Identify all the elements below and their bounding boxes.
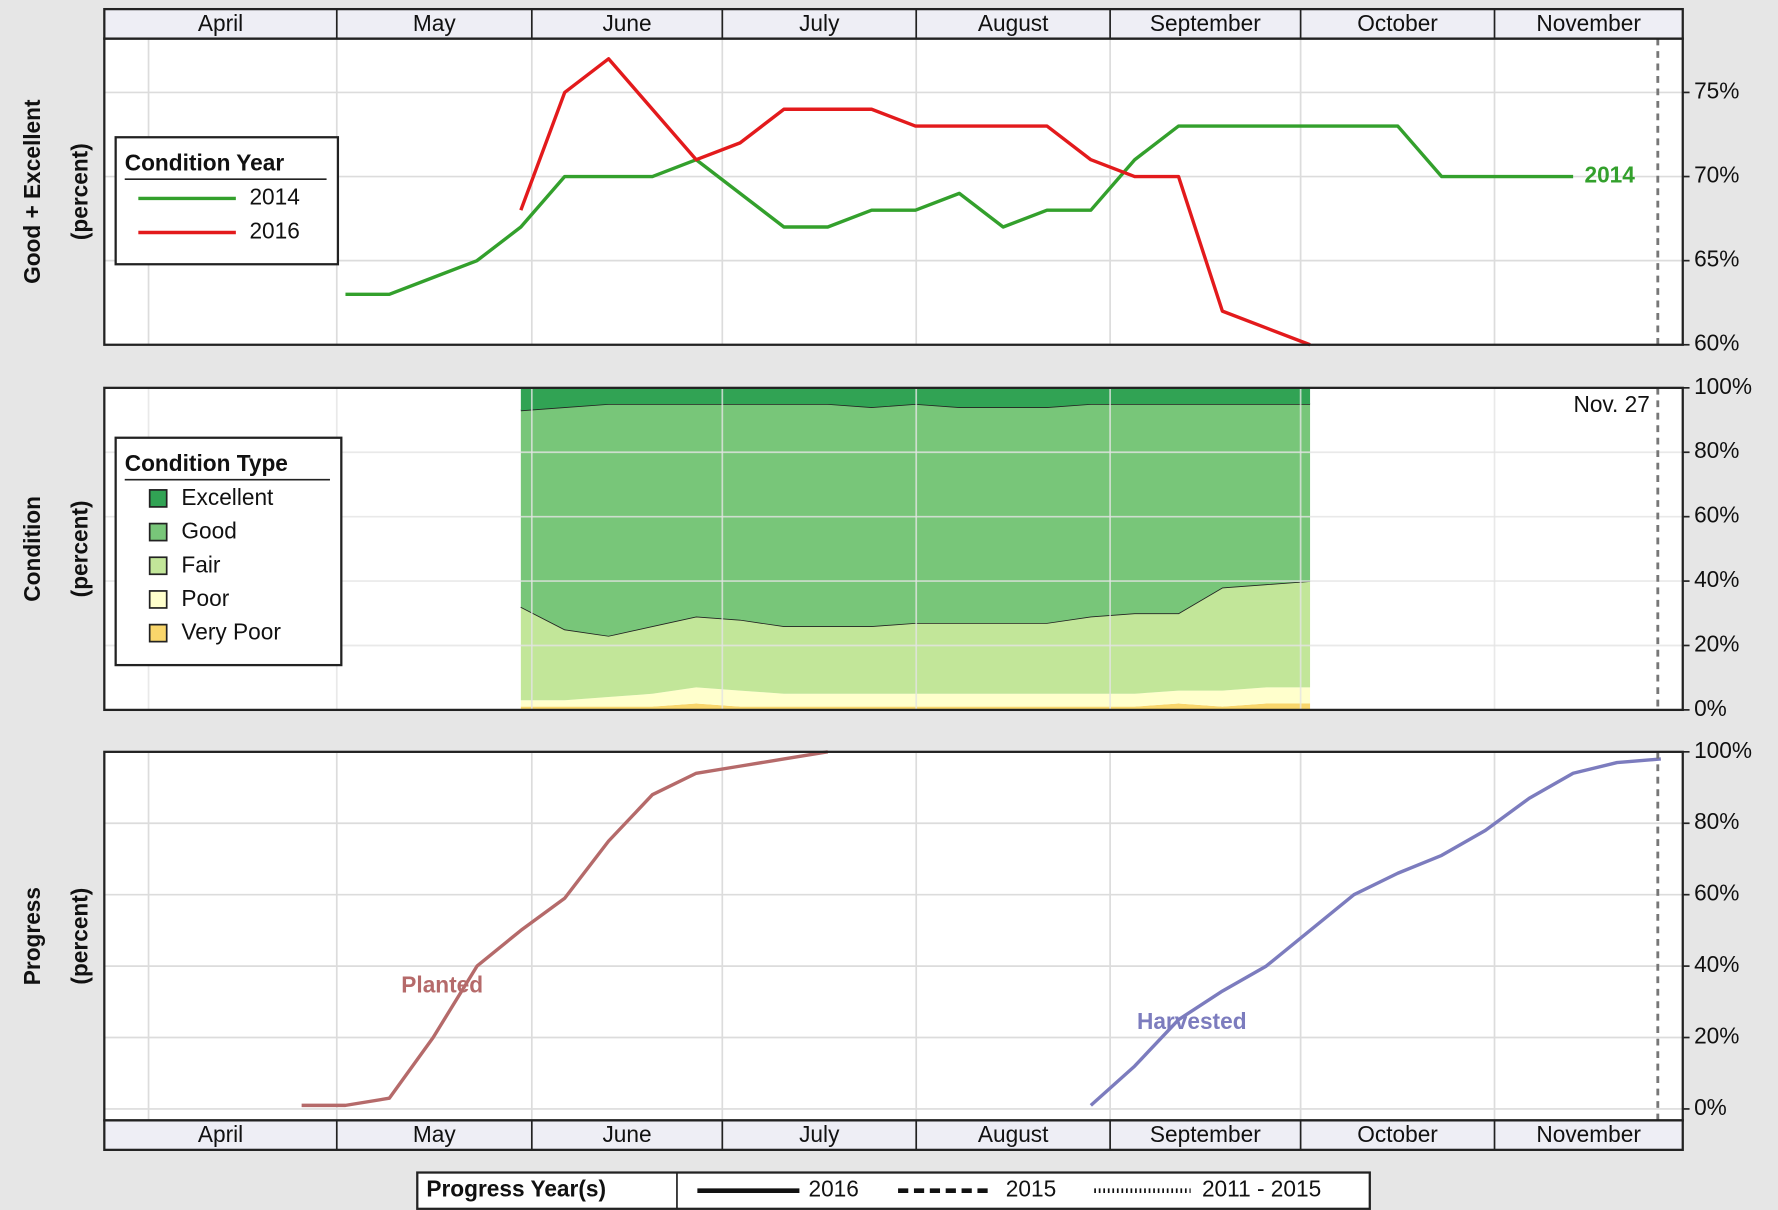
y-tick-label: 65% <box>1694 246 1739 272</box>
y-tick-label: 80% <box>1694 808 1739 834</box>
legend-swatch <box>148 489 168 508</box>
y-axis-unit: (percent) <box>67 500 93 597</box>
month-label: April <box>198 1121 243 1147</box>
series-line <box>345 124 1574 296</box>
series-line <box>519 57 1311 347</box>
legend-label: Fair <box>181 551 220 577</box>
series-label: 2014 <box>1584 162 1635 188</box>
legend-box <box>114 136 340 266</box>
month-label: July <box>799 10 840 36</box>
date-marker-label: Nov. 27 <box>1573 391 1649 417</box>
legend-label: Poor <box>181 585 229 611</box>
month-bar <box>103 7 1684 40</box>
month-label: June <box>602 1121 651 1147</box>
month-label: September <box>1150 1121 1261 1147</box>
legend-swatch <box>148 522 168 542</box>
y-tick-label: 40% <box>1694 566 1739 592</box>
legend-swatch <box>148 623 168 643</box>
plot-area <box>104 38 1683 345</box>
y-tick-label: 60% <box>1694 330 1739 356</box>
y-tick-label: 70% <box>1694 162 1739 188</box>
month-label: June <box>602 10 651 36</box>
progress-legend-label: 2015 <box>1006 1176 1056 1202</box>
month-label: May <box>413 1121 456 1147</box>
y-axis-title: Condition <box>19 496 45 602</box>
legend-swatch <box>148 590 168 609</box>
month-bar <box>103 1119 1684 1151</box>
y-tick-label: 80% <box>1694 437 1739 463</box>
month-label: October <box>1357 1121 1438 1147</box>
y-tick-label: 100% <box>1694 737 1752 763</box>
month-label: August <box>978 1121 1049 1147</box>
legend-title: Condition Year <box>125 149 285 175</box>
y-tick-label: 60% <box>1694 502 1739 528</box>
legend-label: 2014 <box>249 183 299 209</box>
y-axis-unit: (percent) <box>67 888 93 985</box>
y-tick-label: 75% <box>1694 77 1739 103</box>
y-tick-label: 0% <box>1694 1094 1727 1120</box>
month-label: September <box>1150 10 1261 36</box>
legend-label: 2016 <box>249 217 299 243</box>
y-tick-label: 60% <box>1694 880 1739 906</box>
plot-area <box>104 751 1683 1121</box>
month-label: November <box>1536 10 1641 36</box>
month-label: April <box>198 10 243 36</box>
legend-label: Good <box>181 518 236 544</box>
progress-legend-label: 2016 <box>808 1176 858 1202</box>
series-line <box>301 750 829 1108</box>
plot-border <box>103 386 1684 712</box>
month-label: July <box>799 1121 840 1147</box>
series-line <box>1089 757 1661 1107</box>
y-tick-label: 40% <box>1694 951 1739 977</box>
progress-legend-title: Progress Year(s) <box>426 1176 606 1202</box>
series-label: Planted <box>401 972 483 998</box>
month-label: August <box>978 10 1049 36</box>
y-tick-label: 100% <box>1694 373 1752 399</box>
y-tick-label: 20% <box>1694 1023 1739 1049</box>
month-label: November <box>1536 1121 1641 1147</box>
legend-swatch <box>148 556 168 576</box>
progress-legend-box <box>416 1171 1371 1210</box>
legend-label: Excellent <box>181 484 274 510</box>
progress-legend-label: 2011 - 2015 <box>1202 1176 1321 1202</box>
series-label: Harvested <box>1137 1008 1247 1034</box>
month-label: October <box>1357 10 1438 36</box>
y-axis-title: Progress <box>19 887 45 985</box>
legend-title: Condition Type <box>125 450 288 476</box>
legend-label: Very Poor <box>181 619 281 645</box>
y-tick-label: 20% <box>1694 630 1739 656</box>
y-axis-unit: (percent) <box>67 143 93 240</box>
y-axis-title: Good + Excellent <box>19 99 45 284</box>
y-tick-label: 0% <box>1694 695 1727 721</box>
month-label: May <box>413 10 456 36</box>
